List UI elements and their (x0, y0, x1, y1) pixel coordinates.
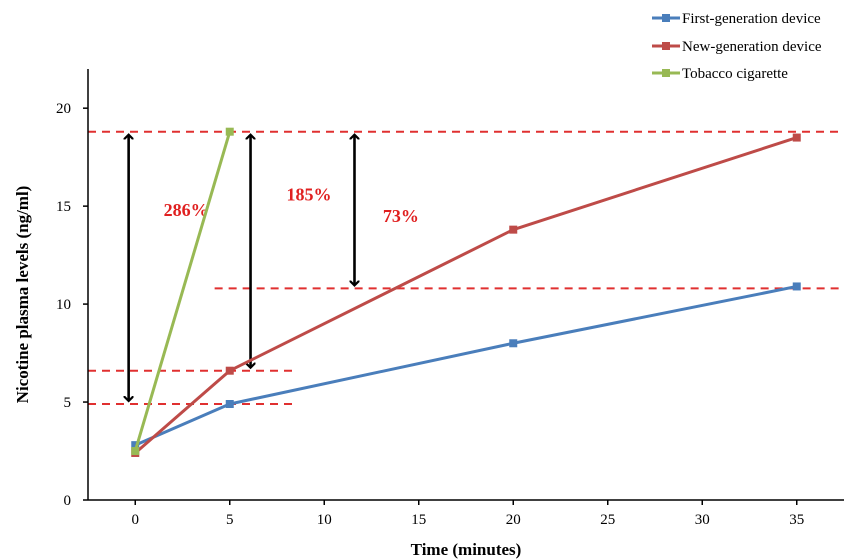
percent-label: 286% (164, 200, 209, 220)
data-point (792, 133, 801, 142)
legend-swatch-marker (662, 42, 670, 50)
percent-label: 185% (286, 184, 331, 204)
data-point (131, 441, 140, 450)
x-tick-label: 25 (600, 512, 615, 528)
legend-label: First-generation device (682, 11, 821, 27)
y-axis-title: Nicotine plasma levels (ng/ml) (13, 186, 32, 404)
data-point (225, 366, 234, 375)
axes: 0 5 10 15 20 0 5 10 15 20 25 30 35 (56, 69, 844, 528)
data-point (225, 127, 234, 136)
x-axis-title: Time (minutes) (411, 540, 522, 559)
data-point (792, 282, 801, 291)
series-lines (131, 127, 801, 457)
y-tick-label: 20 (56, 101, 71, 117)
percent-annotations: 286% 185% 73% (129, 135, 419, 401)
percent-label: 73% (383, 206, 419, 226)
data-point (225, 400, 234, 409)
x-tick-label: 10 (317, 512, 332, 528)
series-line (133, 131, 232, 452)
x-tick-label: 30 (695, 512, 710, 528)
data-point (509, 225, 518, 234)
series-line (134, 284, 798, 447)
y-tick-label: 15 (56, 199, 71, 215)
y-tick-label: 10 (56, 297, 71, 313)
legend-label: New-generation device (682, 39, 822, 55)
legend-swatch-marker (662, 69, 670, 77)
x-tick-label: 5 (226, 512, 234, 528)
y-tick-label: 0 (64, 493, 72, 509)
y-tick-label: 5 (64, 395, 72, 411)
series-line (134, 136, 798, 455)
x-tick-label: 35 (789, 512, 804, 528)
data-point (131, 447, 140, 456)
legend-label: Tobacco cigarette (682, 66, 788, 82)
data-point (509, 339, 518, 348)
legend: First-generation device New-generation de… (652, 11, 822, 82)
legend-swatch-marker (662, 14, 670, 22)
x-tick-label: 15 (411, 512, 426, 528)
x-tick-label: 20 (506, 512, 521, 528)
x-tick-label: 0 (132, 512, 140, 528)
reference-lines (88, 130, 844, 406)
